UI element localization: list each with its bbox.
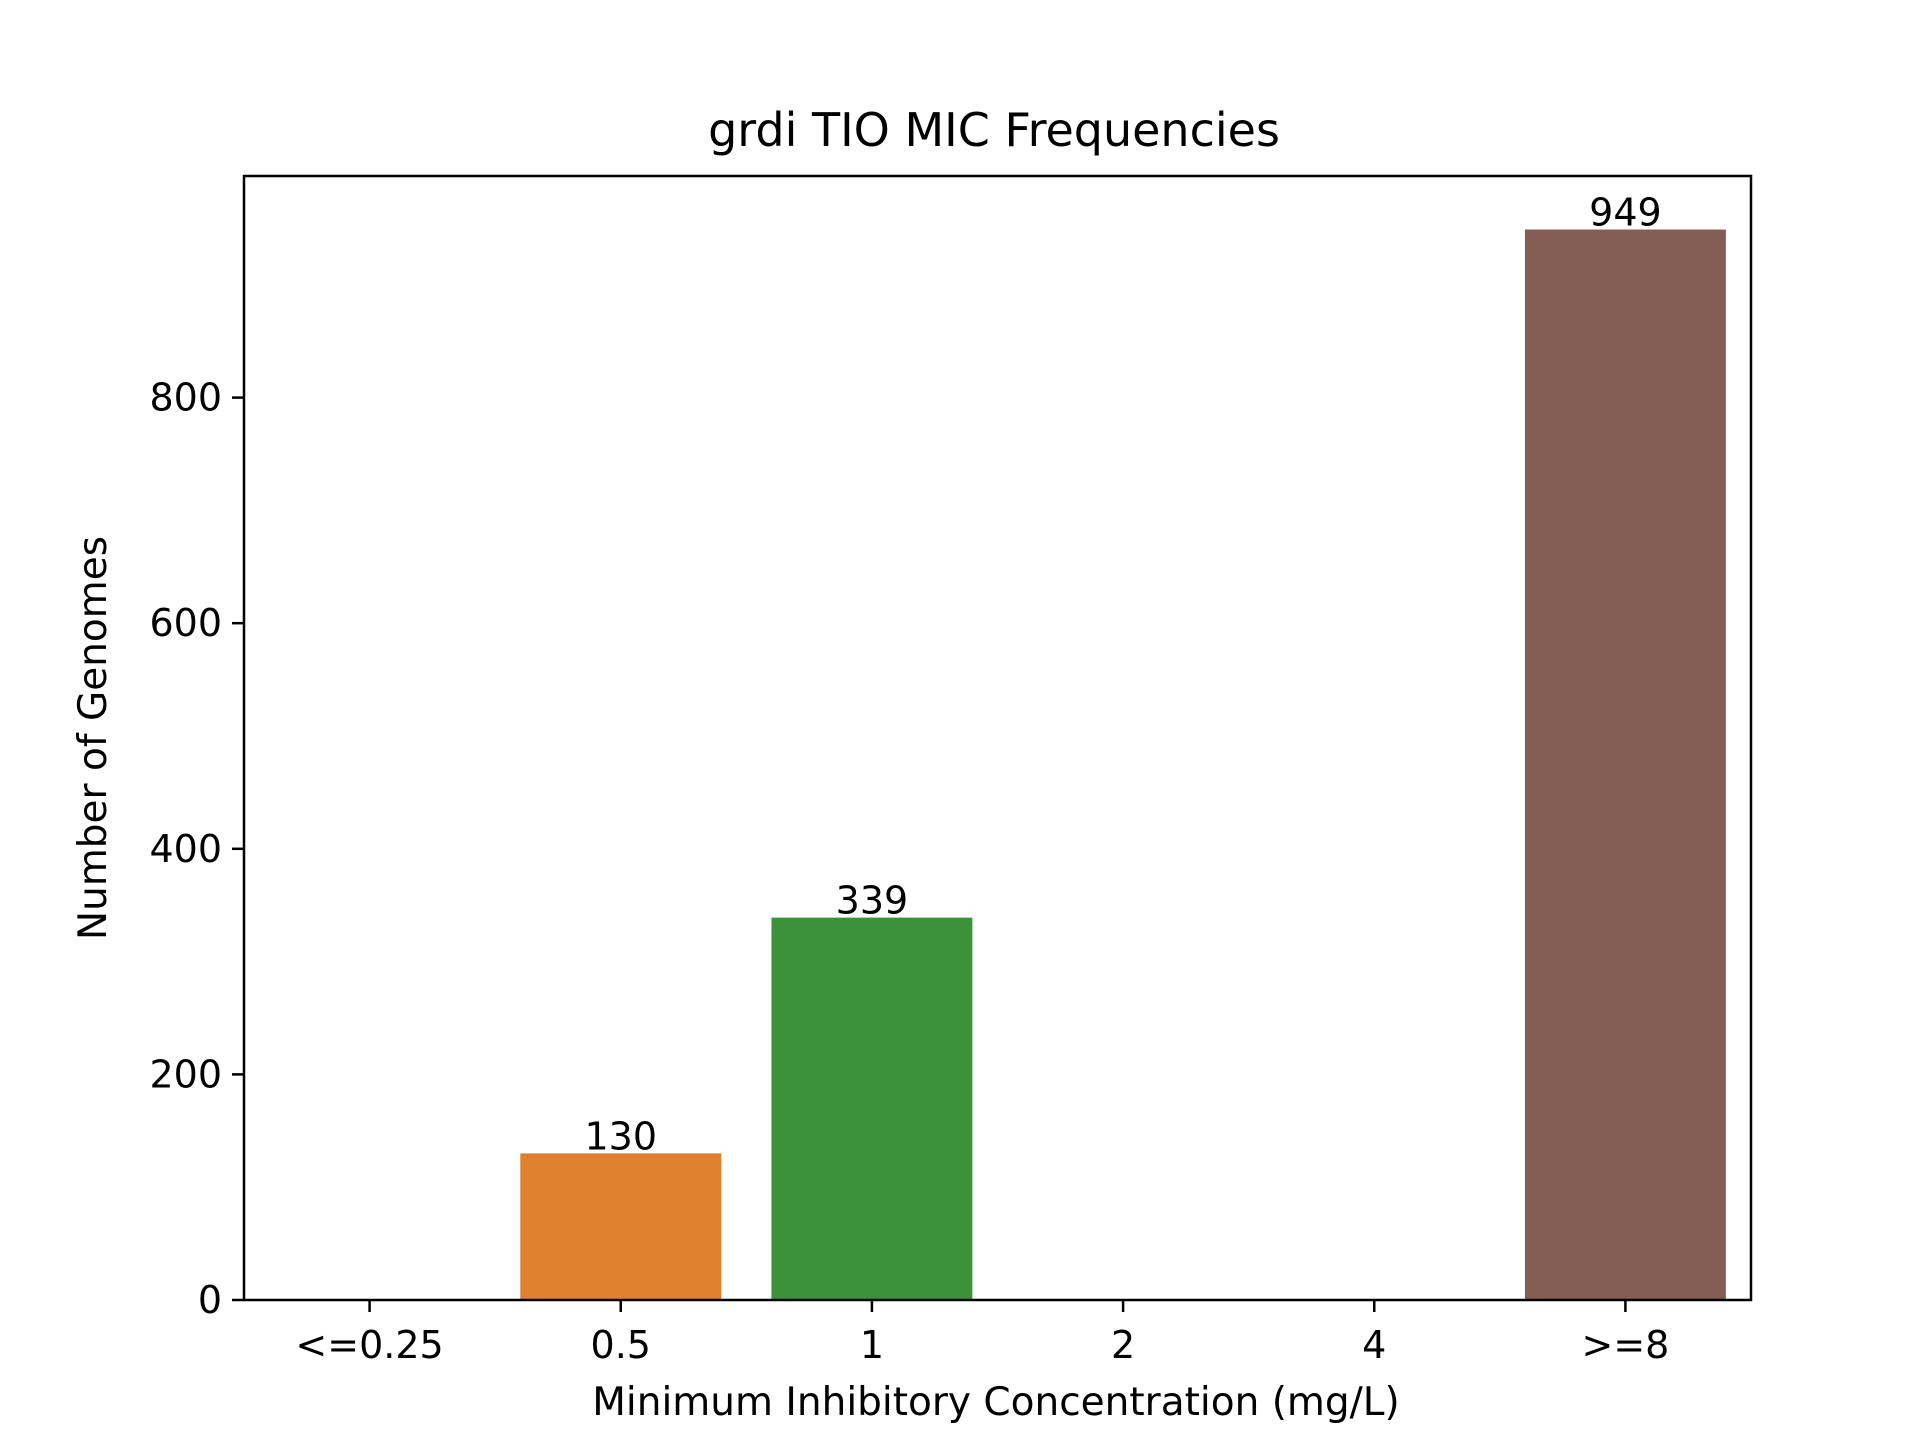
y-tick-label-2: 400 xyxy=(149,827,222,871)
bar-5 xyxy=(1524,229,1726,1300)
y-tick-label-4: 800 xyxy=(149,376,222,420)
x-axis: <=0.25 0.5 1 2 4 >=8 xyxy=(295,1300,1669,1367)
data-label-5: 949 xyxy=(1589,191,1662,235)
data-label-2: 339 xyxy=(836,879,909,923)
y-tick-label-1: 200 xyxy=(149,1052,222,1096)
data-label-1: 130 xyxy=(584,1114,657,1158)
bar-1 xyxy=(520,1153,722,1300)
x-tick-label-0: <=0.25 xyxy=(295,1323,443,1367)
x-tick-label-4: 4 xyxy=(1362,1323,1386,1367)
x-tick-label-5: >=8 xyxy=(1581,1323,1669,1367)
bar-2 xyxy=(771,917,973,1300)
bar-series xyxy=(520,229,1726,1300)
y-axis: 0 200 400 600 800 xyxy=(149,376,244,1322)
x-tick-label-2: 1 xyxy=(860,1323,884,1367)
plot-frame xyxy=(242,174,1753,1302)
x-tick-label-1: 0.5 xyxy=(591,1323,651,1367)
y-tick-label-3: 600 xyxy=(149,601,222,645)
chart-title: grdi TIO MIC Frequencies xyxy=(708,103,1280,157)
y-tick-label-0: 0 xyxy=(198,1278,222,1322)
y-axis-label: Number of Genomes xyxy=(71,536,116,940)
data-labels: 130 339 949 xyxy=(584,191,1661,1159)
x-axis-label: Minimum Inhibitory Concentration (mg/L) xyxy=(592,1380,1400,1425)
x-tick-label-3: 2 xyxy=(1111,1323,1135,1367)
